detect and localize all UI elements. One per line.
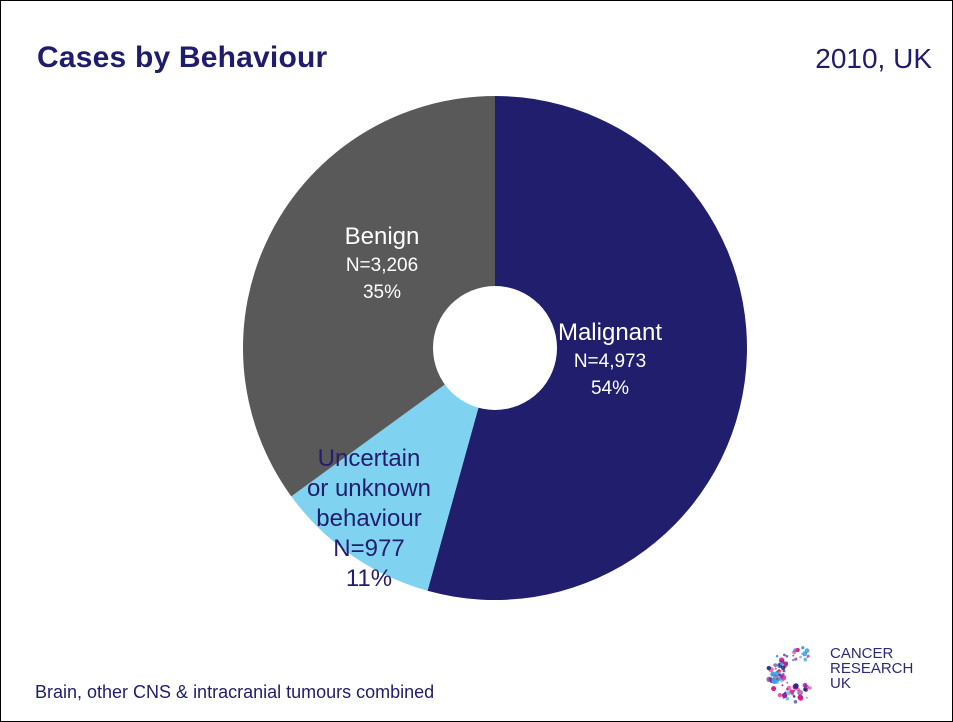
donut-hole [433, 286, 557, 410]
slice-name-line: behaviour [316, 505, 421, 532]
footnote: Brain, other CNS & intracranial tumours … [35, 682, 435, 702]
slice-label-1: Uncertain or unknown behaviour N=977 11% [307, 445, 431, 592]
slice-count-label: N=977 [333, 535, 404, 562]
slice-percent-label: 11% [346, 565, 392, 592]
slice-label-0: Malignant N=4,973 54% [558, 319, 662, 399]
logo-dots-icon [766, 646, 812, 704]
slice-name-label: Benign [345, 223, 420, 250]
slice-percent-label: 35% [363, 282, 401, 303]
page-subtitle: 2010, UK [815, 43, 932, 74]
slice-percent-label: 54% [591, 378, 629, 399]
logo-line-2: RESEARCH [830, 660, 914, 677]
slice-name-line: Uncertain [318, 445, 421, 472]
slice-label-2: Benign N=3,206 35% [345, 223, 420, 303]
logo-line-1: CANCER [830, 645, 894, 662]
pie-slice-2 [242, 96, 495, 497]
slice-count-label: N=4,973 [574, 351, 646, 372]
page-title: Cases by Behaviour [37, 41, 328, 74]
logo-line-3: UK [830, 675, 851, 692]
pie-slice-1 [291, 348, 495, 591]
slice-name-label: Malignant [558, 319, 662, 346]
logo-text: CANCER RESEARCH UK [830, 646, 913, 691]
pie-slice-0 [427, 96, 747, 600]
cancer-research-uk-logo: CANCER RESEARCH UK [760, 644, 920, 704]
slice-name-line: or unknown [307, 475, 431, 502]
slice-count-label: N=3,206 [346, 255, 418, 276]
